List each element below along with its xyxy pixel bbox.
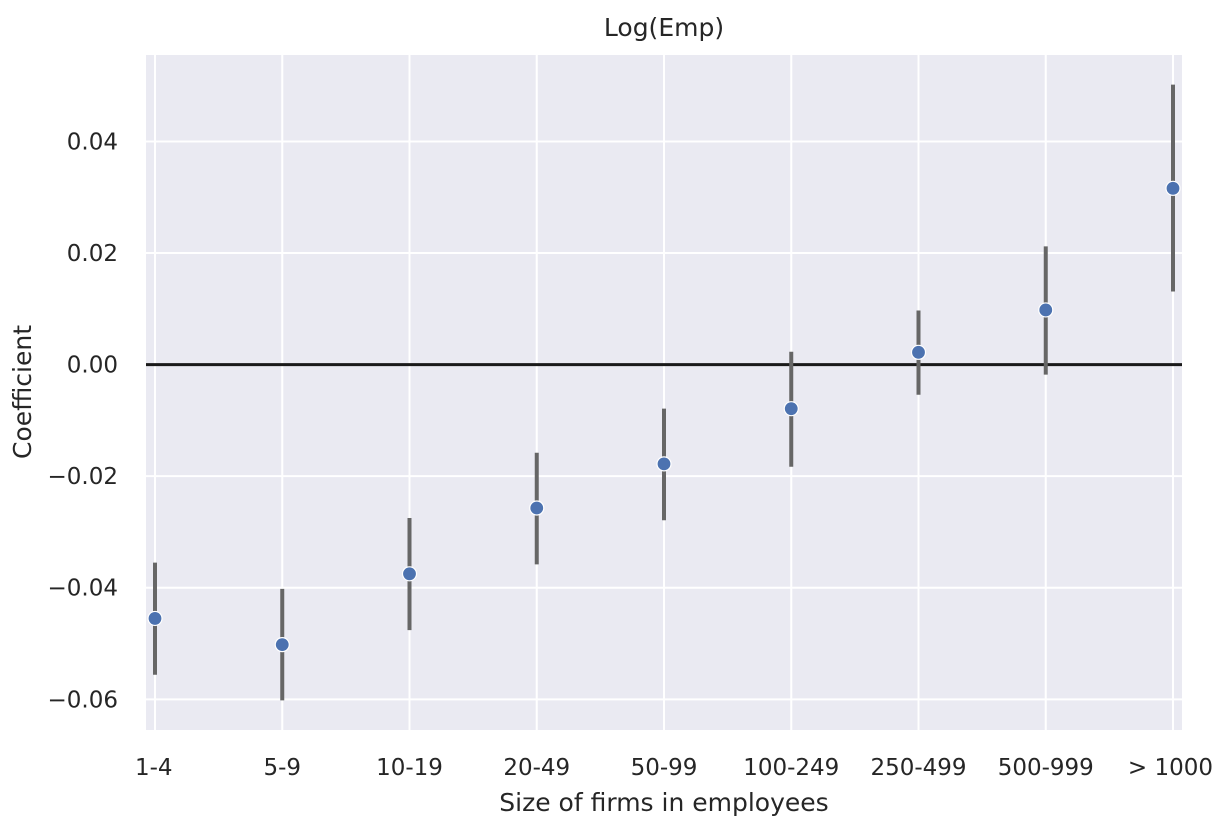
y-tick-label: −0.04 xyxy=(48,576,118,602)
y-tick-label: 0.02 xyxy=(67,241,118,267)
data-point-> 1000 xyxy=(1165,180,1181,196)
x-tick-label: 5-9 xyxy=(263,755,301,781)
data-point-1-4 xyxy=(147,610,163,627)
y-tick-labels: −0.06 −0.04 −0.02 0.00 0.02 0.04 xyxy=(48,129,118,713)
y-tick-label: −0.06 xyxy=(48,687,118,713)
x-tick-label: > 1000 xyxy=(1128,755,1213,781)
y-tick-label: 0.04 xyxy=(67,129,118,155)
x-tick-label: 100-249 xyxy=(743,755,839,781)
data-point-5-9 xyxy=(274,637,290,653)
x-tick-label: 1-4 xyxy=(135,755,173,781)
x-tick-labels: 1-4 5-9 10-19 20-49 50-99 100-249 250-499 500-9… xyxy=(135,755,1213,781)
chart-title: Log(Emp) xyxy=(604,13,724,42)
y-tick-label: 0.00 xyxy=(67,353,118,379)
x-tick-label: 250-499 xyxy=(870,755,966,781)
x-tick-label: 20-49 xyxy=(503,755,570,781)
x-tick-label: 50-99 xyxy=(631,755,698,781)
data-point-250-499 xyxy=(910,344,927,360)
x-axis-label: Size of firms in employees xyxy=(499,788,828,817)
data-point-20-49 xyxy=(529,500,545,516)
x-tick-label: 10-19 xyxy=(376,755,443,781)
data-point-500-999 xyxy=(1038,302,1054,318)
y-axis-label: Coefficient xyxy=(8,325,37,459)
x-tick-label: 500-999 xyxy=(998,755,1094,781)
data-point-100-249 xyxy=(783,401,799,417)
data-points xyxy=(147,180,1181,653)
data-point-50-99 xyxy=(656,456,672,472)
y-tick-label: −0.02 xyxy=(48,464,118,490)
data-point-10-19 xyxy=(401,566,418,582)
